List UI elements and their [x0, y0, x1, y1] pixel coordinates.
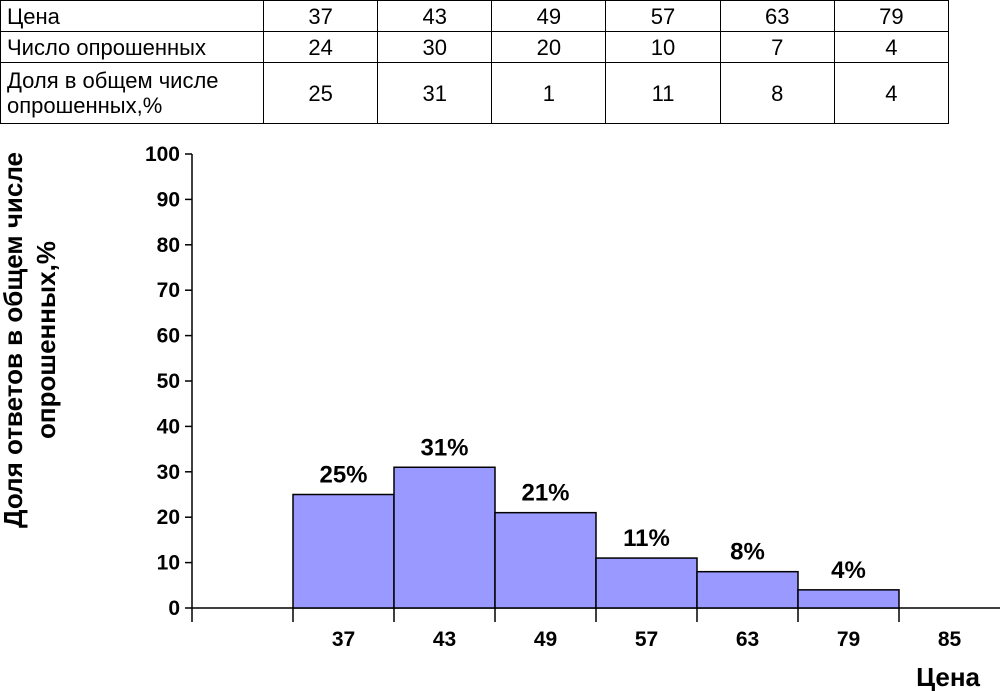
plot-area: 0 10 20 30 40 50 60 70 80 90 100 25% 31% 21% 11% 8% 4% 37… [145, 143, 1000, 651]
x-tick-label: 79 [837, 628, 860, 651]
bar-chart: Доля ответов в общем числе опрошенных,% … [0, 143, 1000, 691]
x-tick-label: 43 [433, 628, 456, 651]
bar [494, 511, 597, 609]
bar [797, 589, 900, 609]
bar [292, 493, 395, 609]
data-label: 21% [521, 480, 569, 507]
y-axis-title: Доля ответов в общем числе опрошенных,% [0, 152, 61, 528]
y-tick-label: 50 [157, 370, 180, 393]
data-label: 31% [420, 434, 468, 461]
y-tick-label: 90 [157, 188, 180, 211]
data-table: Цена 37 43 49 57 63 79 Число опрошенных … [0, 0, 950, 124]
y-tick-label: 70 [157, 279, 180, 302]
x-axis-title: Цена [916, 662, 980, 691]
data-label: 4% [831, 557, 866, 584]
table-cell: 10 [605, 31, 721, 63]
y-axis-title-line: опрошенных,% [31, 241, 61, 439]
table-cell: 8 [719, 62, 835, 124]
row-header: Цена [0, 0, 264, 32]
y-tick-label: 0 [168, 597, 180, 620]
table-cell: 4 [833, 62, 950, 124]
y-tick-label: 40 [157, 415, 180, 438]
y-tick-label: 60 [157, 325, 180, 348]
table-cell: 57 [605, 0, 721, 32]
y-tick-label: 20 [157, 506, 180, 529]
y-tick-label: 100 [145, 143, 180, 166]
bar [696, 570, 799, 609]
x-tick-label: 37 [332, 628, 355, 651]
y-axis-title-line: Доля ответов в общем числе [0, 152, 28, 528]
y-tick-label: 80 [157, 234, 180, 257]
data-label: 11% [623, 525, 670, 552]
table-cell: 1 [491, 62, 607, 124]
row-header: Доля в общем числе опрошенных,% [0, 62, 264, 124]
table-cell: 4 [833, 31, 950, 63]
table-cell: 30 [377, 31, 493, 63]
table-cell: 37 [262, 0, 379, 32]
x-tick-label: 57 [635, 628, 658, 651]
y-tick-label: 10 [157, 552, 180, 575]
table-cell: 79 [833, 0, 950, 32]
x-tick-label: 63 [736, 628, 759, 651]
table-row-respondents: Число опрошенных 24 30 20 10 7 4 [0, 31, 950, 63]
table-cell: 20 [491, 31, 607, 63]
table-cell: 24 [262, 31, 379, 63]
table-cell: 49 [491, 0, 607, 32]
bar [595, 557, 698, 609]
data-label: 25% [319, 462, 367, 489]
x-tick-label: 49 [534, 628, 557, 651]
x-tick-label: 85 [938, 628, 962, 651]
table-row-share: Доля в общем числе опрошенных,% 25 31 1 … [0, 62, 950, 124]
data-label: 8% [730, 539, 765, 566]
y-tick-label: 30 [157, 461, 180, 484]
table-cell: 31 [377, 62, 493, 124]
table-cell: 7 [719, 31, 835, 63]
bar [393, 466, 496, 609]
row-header: Число опрошенных [0, 31, 264, 63]
table-row-price: Цена 37 43 49 57 63 79 [0, 0, 950, 32]
table-cell: 43 [377, 0, 493, 32]
table-cell: 11 [605, 62, 721, 124]
table-cell: 63 [719, 0, 835, 32]
table-cell: 25 [262, 62, 379, 124]
